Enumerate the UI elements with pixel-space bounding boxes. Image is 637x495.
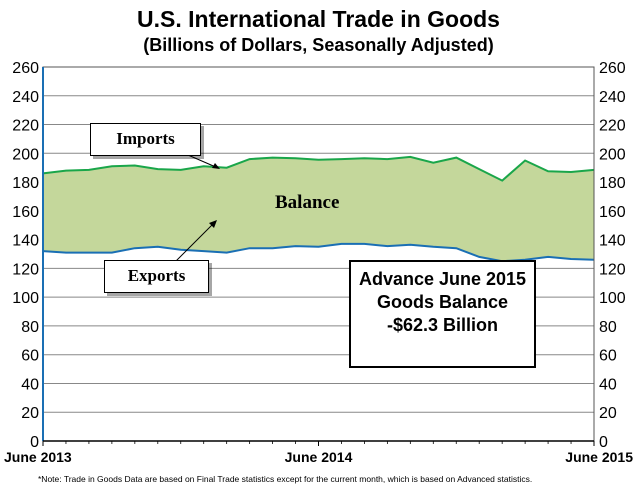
exports-pointer-head: [209, 220, 217, 228]
y-tick-label-right-3: 60: [599, 348, 617, 365]
y-tick-label-left-1: 20: [21, 405, 39, 422]
exports-pointer: [174, 221, 216, 263]
chart-subtitle: (Billions of Dollars, Seasonally Adjuste…: [143, 35, 494, 55]
y-tick-label-left-2: 40: [21, 376, 39, 393]
balance-callout: Advance June 2015 Goods Balance -$62.3 B…: [349, 260, 536, 368]
chart-title: U.S. International Trade in Goods: [137, 6, 500, 32]
callout-line-1: Advance June 2015: [358, 269, 527, 289]
imports-pointer-head: [212, 163, 220, 169]
y-tick-label-right-0: 0: [599, 434, 608, 451]
right-tick-labels: 0 20 40 60 80 100 120 140 160 180 200 220 240 260: [599, 60, 626, 451]
exports-label: Exports: [104, 260, 209, 293]
y-tick-label-right-10: 200: [599, 146, 626, 163]
callout-line-2: Goods Balance: [376, 292, 509, 312]
y-tick-label-right-6: 120: [599, 261, 626, 278]
y-tick-label-right-5: 100: [599, 290, 626, 307]
y-tick-label-left-4: 80: [21, 319, 39, 336]
y-tick-label-right-7: 140: [599, 233, 626, 250]
y-tick-label-right-12: 240: [599, 89, 626, 106]
y-tick-label-right-4: 80: [599, 319, 617, 336]
y-tick-label-right-2: 40: [599, 376, 617, 393]
y-tick-label-right-1: 20: [599, 405, 617, 422]
left-tick-labels: 0 20 40 60 80 100 120 140 160 180 200 220 240 260: [12, 60, 39, 451]
imports-pointer: [187, 154, 219, 169]
balance-label: Balance: [275, 192, 340, 213]
y-tick-label-left-11: 220: [12, 118, 39, 135]
imports-label: Imports: [90, 123, 201, 156]
y-tick-label-right-8: 160: [599, 204, 626, 221]
y-tick-label-left-13: 260: [12, 60, 39, 77]
y-tick-label-right-9: 180: [599, 175, 626, 192]
y-tick-label-left-0: 0: [30, 434, 39, 451]
y-tick-label-left-7: 140: [12, 233, 39, 250]
y-tick-label-left-9: 180: [12, 175, 39, 192]
y-tick-label-left-8: 160: [12, 204, 39, 221]
y-tick-label-left-6: 120: [12, 261, 39, 278]
y-tick-label-right-13: 260: [599, 60, 626, 77]
y-tick-label-right-11: 220: [599, 118, 626, 135]
y-tick-label-left-3: 60: [21, 348, 39, 365]
footnote: *Note: Trade in Goods Data are based on …: [38, 474, 533, 484]
axes-layer: [42, 66, 595, 446]
balance-area: [43, 156, 594, 262]
imports-line: [42, 155, 595, 182]
y-tick-label-left-5: 100: [12, 290, 39, 307]
callout-line-3: -$62.3 Billion: [386, 315, 499, 335]
x-tick-labels: June 2013 June 2014 June 2015: [4, 449, 633, 465]
x-tick-label-1: June 2014: [285, 449, 353, 465]
x-tick-label-2: June 2015: [565, 449, 633, 465]
y-tick-label-left-12: 240: [12, 89, 39, 106]
y-tick-label-left-10: 200: [12, 146, 39, 163]
x-tick-label-0: June 2013: [4, 449, 72, 465]
